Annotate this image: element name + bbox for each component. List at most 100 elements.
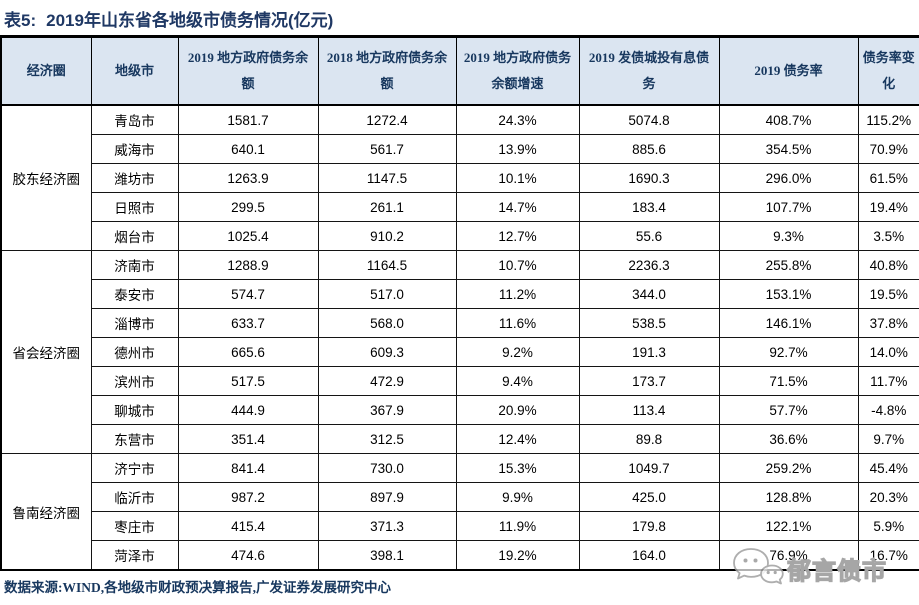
value-cell: 354.5% xyxy=(718,134,859,164)
value-cell: 10.1% xyxy=(455,163,580,193)
table-row: 省会经济圈 济南市 1288.9 1164.5 10.7% 2236.3 255.8% 40.… xyxy=(0,250,919,454)
value-cell: 5.9% xyxy=(857,511,919,541)
value-cell: 11.2% xyxy=(455,279,580,309)
value-cell: 11.6% xyxy=(455,308,580,338)
value-cell: 11.7% xyxy=(857,366,919,396)
value-cell: 425.0 xyxy=(578,482,720,512)
value-cell: 122.1% xyxy=(718,511,859,541)
value-cell: 89.8 xyxy=(578,424,720,454)
value-cell: 45.4% xyxy=(857,453,919,483)
value-cell: 1025.4 xyxy=(177,221,319,251)
value-cell: 1147.5 xyxy=(317,163,457,193)
value-cell: 472.9 xyxy=(317,366,457,396)
value-cell: 568.0 xyxy=(317,308,457,338)
value-cell: 344.0 xyxy=(578,279,720,309)
value-cell: 299.5 xyxy=(177,192,319,222)
table-row: 滨州市 517.5 472.9 9.4% 173.7 71.5% 11.7% xyxy=(1,366,919,396)
value-cell: 897.9 xyxy=(317,482,457,512)
value-cell: 24.3% xyxy=(455,104,580,135)
table-row: 聊城市 444.9 367.9 20.9% 113.4 57.7% -4.8% xyxy=(1,395,919,425)
value-cell: 296.0% xyxy=(718,163,859,193)
value-cell: 1272.4 xyxy=(317,104,457,135)
table-row: 枣庄市 415.4 371.3 11.9% 179.8 122.1% 5.9% xyxy=(1,511,919,541)
column-header-debt-ratio: 2019 债务率 xyxy=(718,36,859,106)
table-row: 潍坊市 1263.9 1147.5 10.1% 1690.3 296.0% 61.5% xyxy=(1,163,919,193)
value-cell: 633.7 xyxy=(177,308,319,338)
value-cell: 128.8% xyxy=(718,482,859,512)
value-cell: 444.9 xyxy=(177,395,319,425)
value-cell: 19.5% xyxy=(857,279,919,309)
value-cell: 9.2% xyxy=(455,337,580,367)
table-row: 淄博市 633.7 568.0 11.6% 538.5 146.1% 37.8% xyxy=(1,308,919,338)
value-cell: 351.4 xyxy=(177,424,319,454)
value-cell: 11.9% xyxy=(455,511,580,541)
value-cell: 730.0 xyxy=(317,453,457,483)
table-row: 临沂市 987.2 897.9 9.9% 425.0 128.8% 20.3% xyxy=(1,482,919,512)
value-cell: -4.8% xyxy=(857,395,919,425)
value-cell: 164.0 xyxy=(578,540,720,571)
value-cell: 113.4 xyxy=(578,395,720,425)
value-cell: 153.1% xyxy=(718,279,859,309)
value-cell: 1690.3 xyxy=(578,163,720,193)
city-cell: 泰安市 xyxy=(90,279,179,309)
value-cell: 312.5 xyxy=(317,424,457,454)
table-number-label: 表5: xyxy=(4,11,37,30)
value-cell: 191.3 xyxy=(578,337,720,367)
column-header-growth: 2019 地方政府债务余额增速 xyxy=(455,36,580,106)
value-cell: 665.6 xyxy=(177,337,319,367)
value-cell: 16.7% xyxy=(857,540,919,571)
column-header-ratio-change: 债务率变化 xyxy=(857,36,919,106)
value-cell: 1049.7 xyxy=(578,453,720,483)
value-cell: 19.2% xyxy=(455,540,580,571)
value-cell: 1581.7 xyxy=(177,104,319,135)
value-cell: 640.1 xyxy=(177,134,319,164)
city-cell: 烟台市 xyxy=(90,221,179,251)
city-cell: 日照市 xyxy=(90,192,179,222)
city-cell: 滨州市 xyxy=(90,366,179,396)
value-cell: 841.4 xyxy=(177,453,319,483)
value-cell: 12.7% xyxy=(455,221,580,251)
table-row: 胶东经济圈 青岛市 1581.7 1272.4 24.3% 5074.8 408.7% 115… xyxy=(0,104,919,251)
value-cell: 408.7% xyxy=(718,104,859,135)
city-cell: 聊城市 xyxy=(90,395,179,425)
value-cell: 574.7 xyxy=(177,279,319,309)
column-header-balance-2018: 2018 地方政府债务余额 xyxy=(317,36,457,106)
value-cell: 371.3 xyxy=(317,511,457,541)
value-cell: 57.7% xyxy=(718,395,859,425)
column-header-balance-2019: 2019 地方政府债务余额 xyxy=(177,36,319,106)
city-cell: 临沂市 xyxy=(90,482,179,512)
value-cell: 115.2% xyxy=(857,104,919,135)
data-source-note: 数据来源:WIND,各地级市财政预决算报告,广发证券发展研究中心 xyxy=(4,580,391,595)
value-cell: 561.7 xyxy=(317,134,457,164)
value-cell: 910.2 xyxy=(317,221,457,251)
value-cell: 37.8% xyxy=(857,308,919,338)
city-cell: 淄博市 xyxy=(90,308,179,338)
city-cell: 威海市 xyxy=(90,134,179,164)
city-cell: 德州市 xyxy=(90,337,179,367)
value-cell: 609.3 xyxy=(317,337,457,367)
table-row: 日照市 299.5 261.1 14.7% 183.4 107.7% 19.4% xyxy=(1,192,919,222)
value-cell: 538.5 xyxy=(578,308,720,338)
value-cell: 987.2 xyxy=(177,482,319,512)
value-cell: 474.6 xyxy=(177,540,319,571)
value-cell: 1263.9 xyxy=(177,163,319,193)
value-cell: 179.8 xyxy=(578,511,720,541)
value-cell: 398.1 xyxy=(317,540,457,571)
table-body: 胶东经济圈 青岛市 1581.7 1272.4 24.3% 5074.8 408.7% 115… xyxy=(0,104,919,571)
value-cell: 9.9% xyxy=(455,482,580,512)
value-cell: 14.7% xyxy=(455,192,580,222)
city-cell: 济宁市 xyxy=(90,453,179,483)
city-cell: 枣庄市 xyxy=(90,511,179,541)
region-cell: 胶东经济圈 xyxy=(0,104,92,251)
value-cell: 415.4 xyxy=(177,511,319,541)
value-cell: 261.1 xyxy=(317,192,457,222)
table-caption: 2019年山东省各地级市债务情况(亿元) xyxy=(46,11,334,30)
table-header-row: 经济圈 地级市 2019 地方政府债务余额 2018 地方政府债务余额 2019… xyxy=(0,36,919,106)
value-cell: 9.7% xyxy=(857,424,919,454)
value-cell: 367.9 xyxy=(317,395,457,425)
page-title: 表5: 2019年山东省各地级市债务情况(亿元) xyxy=(0,0,919,31)
city-cell: 潍坊市 xyxy=(90,163,179,193)
value-cell: 255.8% xyxy=(718,250,859,280)
table-row: 菏泽市 474.6 398.1 19.2% 164.0 76.9% 16.7% xyxy=(1,540,919,571)
value-cell: 92.7% xyxy=(718,337,859,367)
